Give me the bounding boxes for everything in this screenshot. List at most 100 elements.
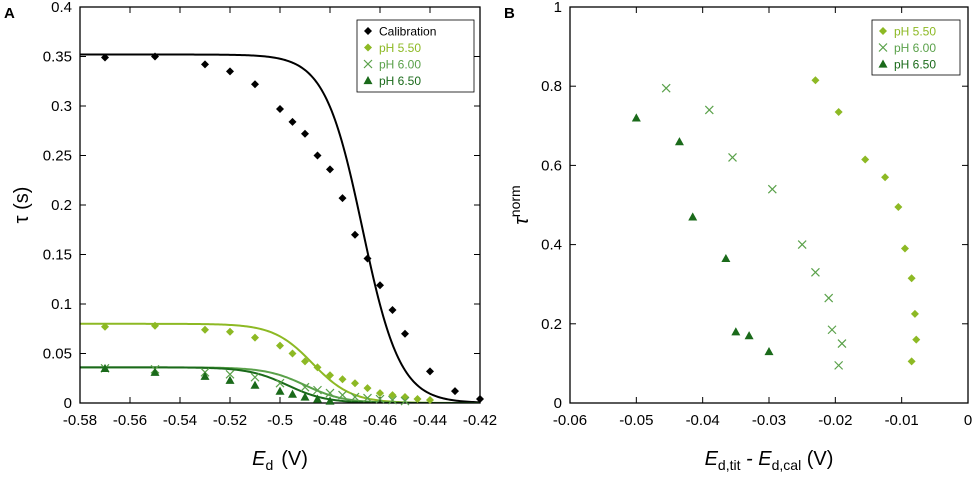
panel-b-series-1-point-8-stroke-2 (837, 339, 847, 349)
panel-a-series-0-point-16 (426, 367, 434, 376)
panel-b-series-1-point-6-stroke-2 (824, 293, 834, 303)
panel-a-series-0 (101, 52, 484, 404)
panel-a-letter: A (4, 5, 15, 22)
panel-a-series-2-point-11-stroke-2 (363, 393, 372, 403)
panel-b-series-2-point-5 (744, 331, 754, 340)
panel-b-series-2-point-4 (731, 327, 741, 336)
panel-a-y-axis-title: τ (s) (11, 187, 33, 224)
panel-b-series-2-point-1 (674, 137, 684, 146)
panel-b-y-tick-label-5: 1 (554, 0, 562, 16)
panel-b-series-0-point-1 (834, 107, 843, 116)
panel-a-series-2-point-6-stroke-2 (300, 382, 310, 392)
panel-b-x-tick-label-2: -0.04 (686, 412, 720, 429)
panel-a-x-tick-label-6: -0.46 (363, 412, 397, 429)
panel-b-legend-label-0: pH 5.50 (894, 25, 936, 39)
panel-a-series-2-point-14 (400, 396, 410, 406)
panel-a-y-tick-label-8: 0.4 (51, 0, 72, 16)
panel-a-legend-marker-2-stroke-2 (363, 59, 373, 69)
panel-a-series-0-point-6 (288, 117, 297, 126)
panel-a-x-tick-label-2: -0.54 (163, 412, 197, 429)
panel-b-x-axis-title-part-2: (V) (801, 448, 833, 470)
panel-a-series-2-point-13 (388, 395, 397, 405)
panel-a-series-1-point-13 (376, 389, 384, 398)
panel-b-legend-label-2: pH 6.50 (894, 58, 936, 72)
panel-a-fit-line-0 (80, 53, 480, 403)
panel-a-series-0-point-1 (151, 52, 159, 61)
panel-a-series-0-point-13 (376, 281, 384, 290)
panel-a-series-3-point-1 (150, 367, 160, 376)
panel-a-x-axis-title-main: E (252, 448, 266, 470)
panel-a-series-2-point-9 (338, 390, 347, 400)
panel-a-series-1-point-7 (301, 357, 309, 366)
panel-b-series-2-point-6 (764, 347, 774, 356)
panel-b-legend-marker-0 (879, 27, 887, 35)
panel-a: A -0.58 -0.56 -0.54 -0.52 -0.5 -0.48 -0.46 -0.44… (4, 0, 497, 473)
panel-a-series-2-point-7-stroke-2 (313, 385, 322, 395)
panel-a-series-2-point-10 (350, 392, 360, 402)
panel-a-series-3-point-0 (100, 363, 110, 372)
panel-a-legend-label-0: Calibration (379, 25, 436, 39)
panel-a-series-0-point-17 (451, 387, 459, 396)
panel-a-series-2-point-6 (300, 382, 310, 392)
panel-a-y-tick-label-3: 0.15 (43, 247, 72, 264)
panel-b-legend-label-1: pH 6.00 (894, 41, 936, 55)
panel-a-legend-box (356, 19, 475, 93)
panel-a-y-tick-label-6: 0.3 (51, 98, 72, 115)
panel-a-series-3-point-4 (250, 380, 260, 389)
panel-a-series-2-point-11 (363, 393, 372, 403)
panel-a-series-1-point-16 (413, 395, 422, 404)
panel-a-series-3-point-5 (275, 386, 285, 395)
panel-a-x-tick-label-7: -0.44 (413, 412, 447, 429)
panel-b-series-1-point-1 (704, 105, 714, 115)
panel-a-legend-label-3: pH 6.50 (379, 74, 421, 88)
panel-a-series-2-point-14-stroke-2 (400, 396, 410, 406)
panel-b-legend-box (871, 19, 961, 76)
panel-b-series-1-point-4-stroke-2 (797, 240, 807, 250)
panel-b-series-1-point-8 (837, 339, 847, 349)
panel-a-series-0-point-9 (326, 165, 334, 174)
panel-a-series-2-point-4-stroke-2 (250, 372, 260, 382)
panel-a-x-axis-title-sub: d (265, 457, 273, 473)
panel-a-legend-marker-0 (364, 27, 372, 35)
panel-b-series-2-point-0 (631, 113, 641, 122)
panel-b-x-axis-title-sub-1: d,cal (772, 457, 802, 473)
panel-a-series-1-point-14 (388, 391, 397, 400)
panel-b-series-1-point-2 (728, 153, 737, 162)
panel-a-series-1-point-4 (251, 333, 259, 342)
panel-a-legend-label-2: pH 6.00 (379, 58, 421, 72)
panel-a-series-2-point-7 (313, 385, 322, 395)
panel-b-y-axis-title-main: τ (511, 216, 533, 225)
panel-a-series-3-point-6 (288, 389, 297, 398)
panel-b-legend: pH 5.50 pH 6.00 pH 6.50 (871, 19, 961, 76)
panel-a-series-1-point-3 (226, 327, 234, 336)
panel-b-series-0-point-4 (894, 202, 903, 211)
panel-b-y-tick-label-3: 0.6 (541, 157, 562, 174)
panel-a-series-0-point-3 (226, 67, 234, 76)
panel-b-x-tick-label-5: -0.01 (885, 412, 919, 429)
panel-a-series-1 (101, 321, 434, 405)
panel-a-series-0-point-5 (276, 104, 284, 113)
panel-b-series-0-point-6 (907, 274, 916, 283)
panel-a-x-tick-label-0: -0.58 (63, 412, 97, 429)
panel-b-series-1-point-5-stroke-2 (811, 267, 820, 277)
panel-a-y-tick-label-4: 0.2 (51, 197, 72, 214)
panel-b-x-tick-label-3: -0.03 (752, 412, 786, 429)
panel-b: B -0.06 -0.05 -0.04 -0.03 -0.02 -0.01 0 0 0.2 0.4 0… (504, 0, 972, 473)
panel-a-series-3-point-2 (200, 371, 210, 380)
panel-b-series-0-point-7 (910, 309, 919, 318)
panel-b-x-axis-title: Ed,tit - Ed,cal (V) (705, 448, 834, 473)
panel-a-series-0-point-10 (338, 194, 347, 203)
panel-b-series-1-point-5 (811, 267, 820, 277)
panel-a-x-tick-label-5: -0.48 (313, 412, 347, 429)
panel-b-x-tick-label-6: 0 (964, 412, 972, 429)
panel-a-series-1-point-5 (276, 341, 284, 350)
panel-a-series-2-point-10-stroke-2 (350, 392, 360, 402)
panel-a-series-2-point-3 (225, 369, 235, 379)
panel-a-series-1-point-11 (351, 379, 359, 388)
panel-b-y-tick-label-1: 0.2 (541, 316, 562, 333)
panel-b-series-1-point-4 (797, 240, 807, 250)
panel-a-y-tick-label-5: 0.25 (43, 148, 72, 165)
panel-b-series-0-point-2 (861, 155, 870, 164)
panel-a-series-0-point-14 (388, 305, 397, 314)
